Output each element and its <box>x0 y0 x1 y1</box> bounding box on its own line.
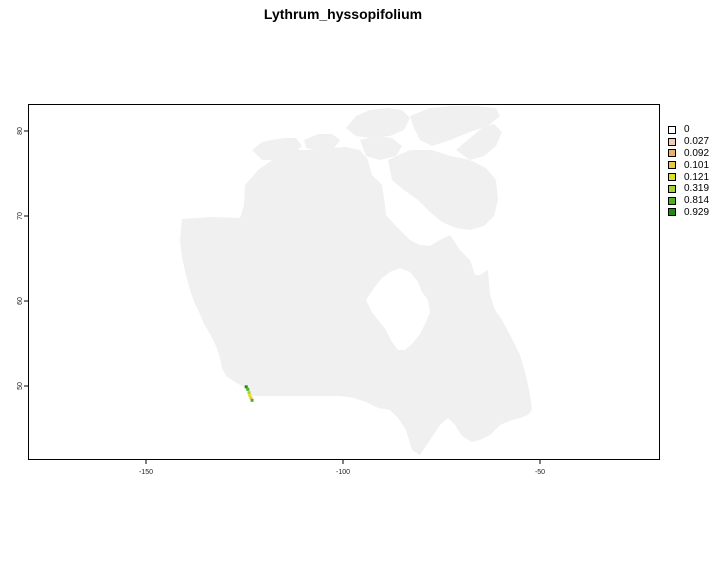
legend-label: 0.101 <box>684 159 710 171</box>
occurrence-cell <box>247 391 251 395</box>
occurrence-cells <box>244 385 254 402</box>
legend-swatch <box>668 137 676 146</box>
legend-item: 0 <box>668 124 709 136</box>
legend-swatch <box>668 125 676 134</box>
legend-swatch <box>668 173 676 182</box>
x-tick-label: -50 <box>535 469 545 476</box>
occurrence-cell <box>250 398 254 402</box>
legend-swatch <box>668 208 676 217</box>
legend-item: 0.027 <box>668 136 709 148</box>
legend-label: 0.092 <box>684 147 710 159</box>
x-tick-label: -100 <box>336 469 350 476</box>
occurrence-cell <box>244 385 248 389</box>
legend-label: 0.319 <box>684 183 710 195</box>
legend-label: 0 <box>684 124 690 136</box>
legend-label: 0.814 <box>684 195 710 207</box>
legend-swatch <box>668 184 676 193</box>
legend-item: 0.092 <box>668 148 709 160</box>
legend-label: 0.929 <box>684 206 710 218</box>
canada-landmass <box>180 106 532 455</box>
legend-item: 0.814 <box>668 195 709 207</box>
legend-label: 0.027 <box>684 136 710 148</box>
legend-swatch <box>668 196 676 205</box>
legend-item: 0.121 <box>668 171 709 183</box>
y-tick-label: 80 <box>17 127 24 135</box>
legend: 0 0.027 0.092 0.101 0.121 0.319 0.814 0.… <box>668 124 709 218</box>
legend-label: 0.121 <box>684 171 710 183</box>
x-tick-label: -150 <box>139 469 153 476</box>
map-title: Lythrum_hyssopifolium <box>263 6 423 22</box>
legend-swatch <box>668 149 676 158</box>
legend-item: 0.929 <box>668 207 709 219</box>
y-tick-label: 50 <box>17 382 24 390</box>
axis-ticks <box>24 130 541 464</box>
y-tick-label: 70 <box>17 212 24 220</box>
legend-item: 0.101 <box>668 159 709 171</box>
occurrence-cell <box>249 396 253 400</box>
y-tick-label: 60 <box>17 297 24 305</box>
legend-swatch <box>668 161 676 170</box>
occurrence-cell <box>248 393 252 397</box>
occurrence-cell <box>246 387 250 391</box>
legend-item: 0.319 <box>668 183 709 195</box>
